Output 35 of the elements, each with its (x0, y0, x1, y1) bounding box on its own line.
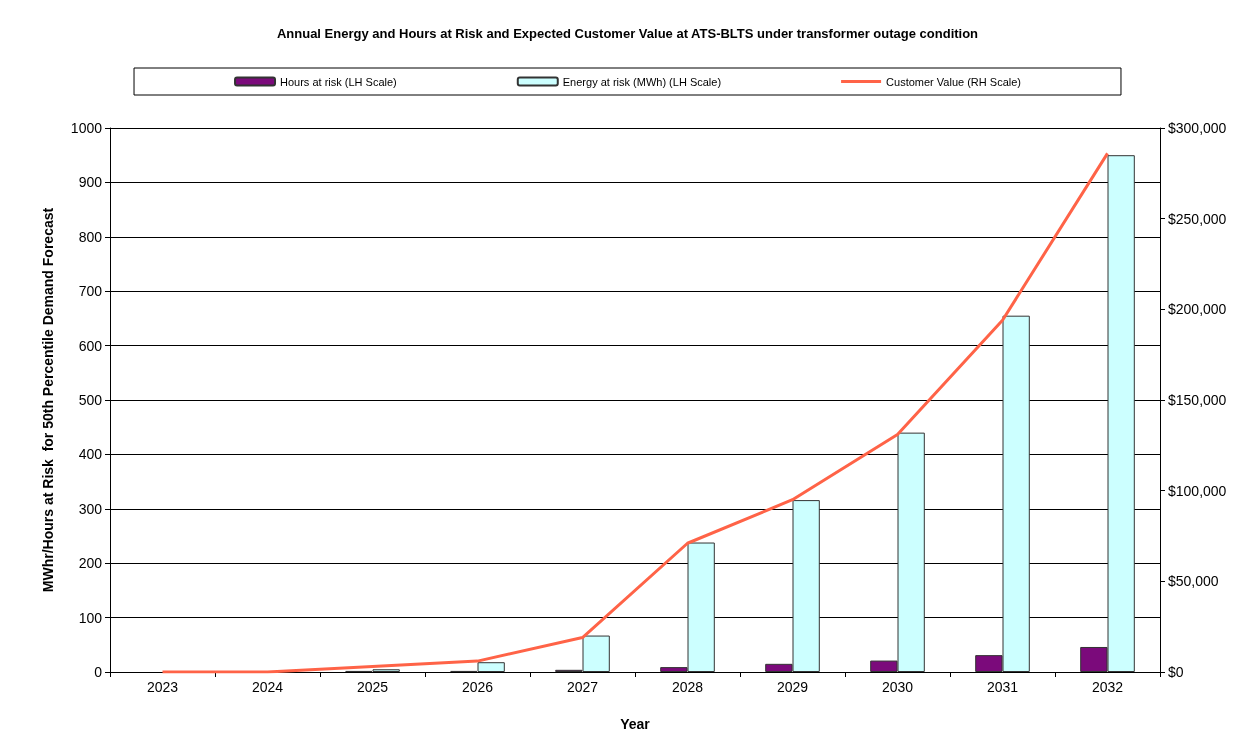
x-tick-label: 2023 (146, 679, 179, 695)
y2-tick-label: $0 (1168, 664, 1184, 680)
x-tick-label: 2031 (986, 679, 1019, 695)
y-tick-label: 800 (78, 228, 103, 245)
x-tick-label: 2027 (566, 679, 599, 695)
legend-label: Customer Value (RH Scale) (886, 75, 1021, 88)
chart-title: Annual Energy and Hours at Risk and Expected Customer Value at ATS-BLTS under transformer outage condition (276, 26, 979, 41)
legend-label: Energy at risk (MWh) (LH Scale) (562, 75, 722, 88)
y-tick-label: 500 (78, 392, 103, 408)
y-tick-label: 600 (78, 337, 103, 354)
y-axis-title: MWhr/Hours at Risk for 50th Percentile Demand Forecast (40, 207, 56, 593)
x-tick-label: 2032 (1091, 679, 1124, 695)
y2-tick-label: $250,000 (1168, 210, 1227, 227)
y2-tick-label: $50,000 (1168, 573, 1219, 590)
y-tick-label: 1000 (70, 120, 103, 136)
y-tick-label: 400 (78, 446, 103, 463)
y2-tick-label: $150,000 (1168, 392, 1227, 408)
line-series (161, 151, 1109, 674)
x-tick-label: 2029 (776, 679, 809, 695)
y-tick-label: 700 (78, 283, 103, 300)
y2-tick-label: $100,000 (1168, 482, 1227, 499)
legend-label: Hours at risk (LH Scale) (280, 75, 397, 88)
y-tick-label: 200 (78, 555, 103, 572)
x-axis-title: Year (620, 716, 651, 732)
y-tick-label: 300 (78, 500, 103, 517)
y-tick-label: 900 (78, 174, 103, 191)
x-tick-label: 2026 (461, 679, 494, 695)
x-tick-label: 2028 (671, 679, 704, 695)
y-tick-label: 100 (78, 609, 103, 626)
x-tick-label: 2030 (881, 679, 914, 695)
y2-tick-label: $200,000 (1168, 301, 1227, 318)
x-tick-label: 2024 (251, 679, 284, 695)
x-tick-label: 2025 (356, 679, 389, 695)
y-tick-label: 0 (94, 664, 103, 680)
y2-tick-label: $300,000 (1168, 120, 1227, 136)
